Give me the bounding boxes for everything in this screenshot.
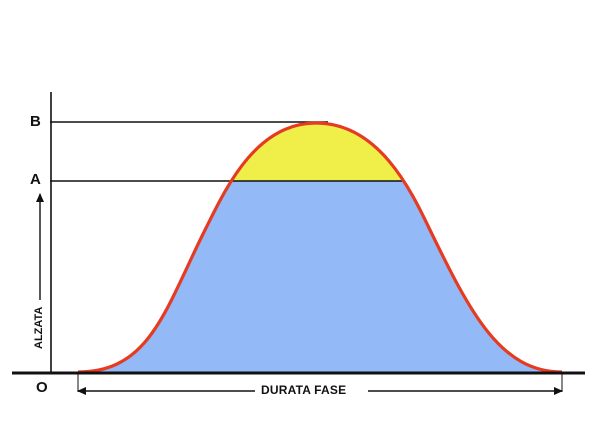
origin-label: O: [36, 379, 48, 396]
lift-curve: [77, 121, 563, 374]
horizontal-axis-label: DURATA FASE: [261, 383, 347, 397]
vertical-axis-label: ALZATA: [33, 306, 45, 349]
level-a-label: A: [30, 171, 41, 188]
lower-fill-region: [78, 181, 562, 372]
level-b-label: B: [30, 113, 41, 130]
